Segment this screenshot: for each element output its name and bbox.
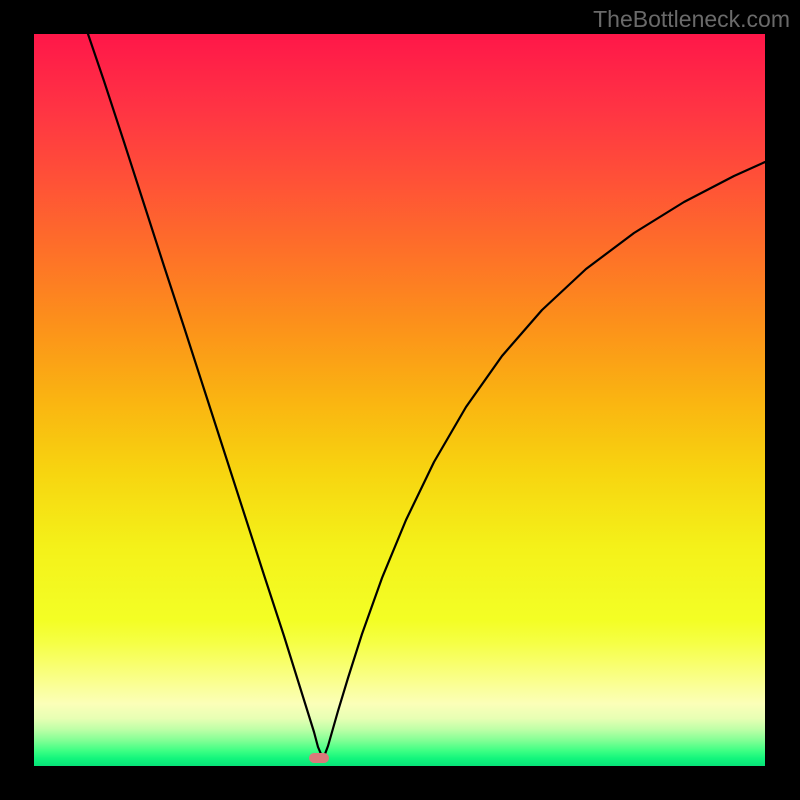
- plot-area: [34, 34, 765, 766]
- bottleneck-curve: [34, 34, 765, 766]
- valley-marker: [309, 753, 329, 763]
- canvas-root: TheBottleneck.com: [0, 0, 800, 800]
- watermark-text: TheBottleneck.com: [593, 6, 790, 33]
